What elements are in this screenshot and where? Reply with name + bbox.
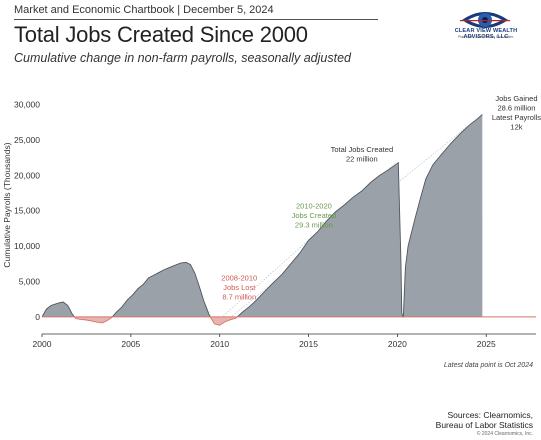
x-tick-label-2025: 2025 bbox=[477, 339, 496, 349]
x-tick-label-2020: 2020 bbox=[388, 339, 407, 349]
source-line-1: Sources: Clearnomics, bbox=[447, 410, 533, 420]
y-axis-label: Cumulative Payrolls (Thousands) bbox=[2, 142, 12, 267]
annotation-1-line-0: 2008-2010 bbox=[221, 274, 257, 283]
eye-logo-icon bbox=[460, 12, 510, 28]
y-tick-label-20000: 20,000 bbox=[14, 170, 40, 180]
annotation-2-line-0: Total Jobs Created bbox=[331, 145, 394, 154]
header-rule bbox=[14, 19, 378, 20]
annotation-1-line-1: Jobs Lost bbox=[223, 283, 256, 292]
y-tick-label-5000: 5,000 bbox=[19, 276, 41, 286]
footnote: Latest data point is Oct 2024 bbox=[443, 362, 533, 369]
series-line-positive bbox=[42, 114, 483, 317]
logo-tagline: Plan Well. Invest Smart. Live Better. bbox=[458, 35, 514, 39]
x-tick-label-2005: 2005 bbox=[121, 339, 140, 349]
y-tick-label-10000: 10,000 bbox=[14, 241, 40, 251]
report-header: Market and Economic Chartbook | December… bbox=[14, 4, 274, 16]
area-negative bbox=[42, 316, 483, 326]
y-tick-label-25000: 25,000 bbox=[14, 135, 40, 145]
series-line-negative bbox=[42, 316, 404, 326]
annotation-2-line-1: 22 million bbox=[346, 154, 378, 163]
annotation-3-line-0: Jobs Gained bbox=[495, 94, 537, 103]
annotation-1-line-2: 8.7 million bbox=[222, 293, 256, 302]
annotation-3-line-3: 12k bbox=[510, 123, 522, 132]
source-line-2: Bureau of Labor Statistics bbox=[435, 420, 533, 430]
x-tick-label-2010: 2010 bbox=[210, 339, 229, 349]
chart-title: Total Jobs Created Since 2000 bbox=[14, 22, 308, 47]
area-positive bbox=[42, 114, 483, 317]
x-tick-label-2015: 2015 bbox=[299, 339, 318, 349]
source-note: Sources: Clearnomics, Bureau of Labor St… bbox=[436, 410, 533, 430]
annotation-0-line-1: Jobs Created bbox=[292, 211, 337, 220]
annotation-0-line-2: 29.3 million bbox=[295, 221, 333, 230]
y-tick-label-30000: 30,000 bbox=[14, 100, 40, 110]
y-tick-label-0: 0 bbox=[35, 312, 40, 322]
x-tick-label-2000: 2000 bbox=[33, 339, 52, 349]
annotation-3-line-1: 28.6 million bbox=[497, 104, 535, 113]
annotation-3-line-2: Latest Payrolls bbox=[492, 113, 541, 122]
chart-subtitle: Cumulative change in non-farm payrolls, … bbox=[14, 51, 351, 65]
logo-name: CLEAR VIEW WEALTH ADVISORS, LLC bbox=[454, 28, 518, 40]
annotation-0-line-0: 2010-2020 bbox=[296, 202, 332, 211]
y-tick-label-15000: 15,000 bbox=[14, 206, 40, 216]
copyright: © 2024 Clearnomics, Inc. bbox=[476, 431, 533, 437]
